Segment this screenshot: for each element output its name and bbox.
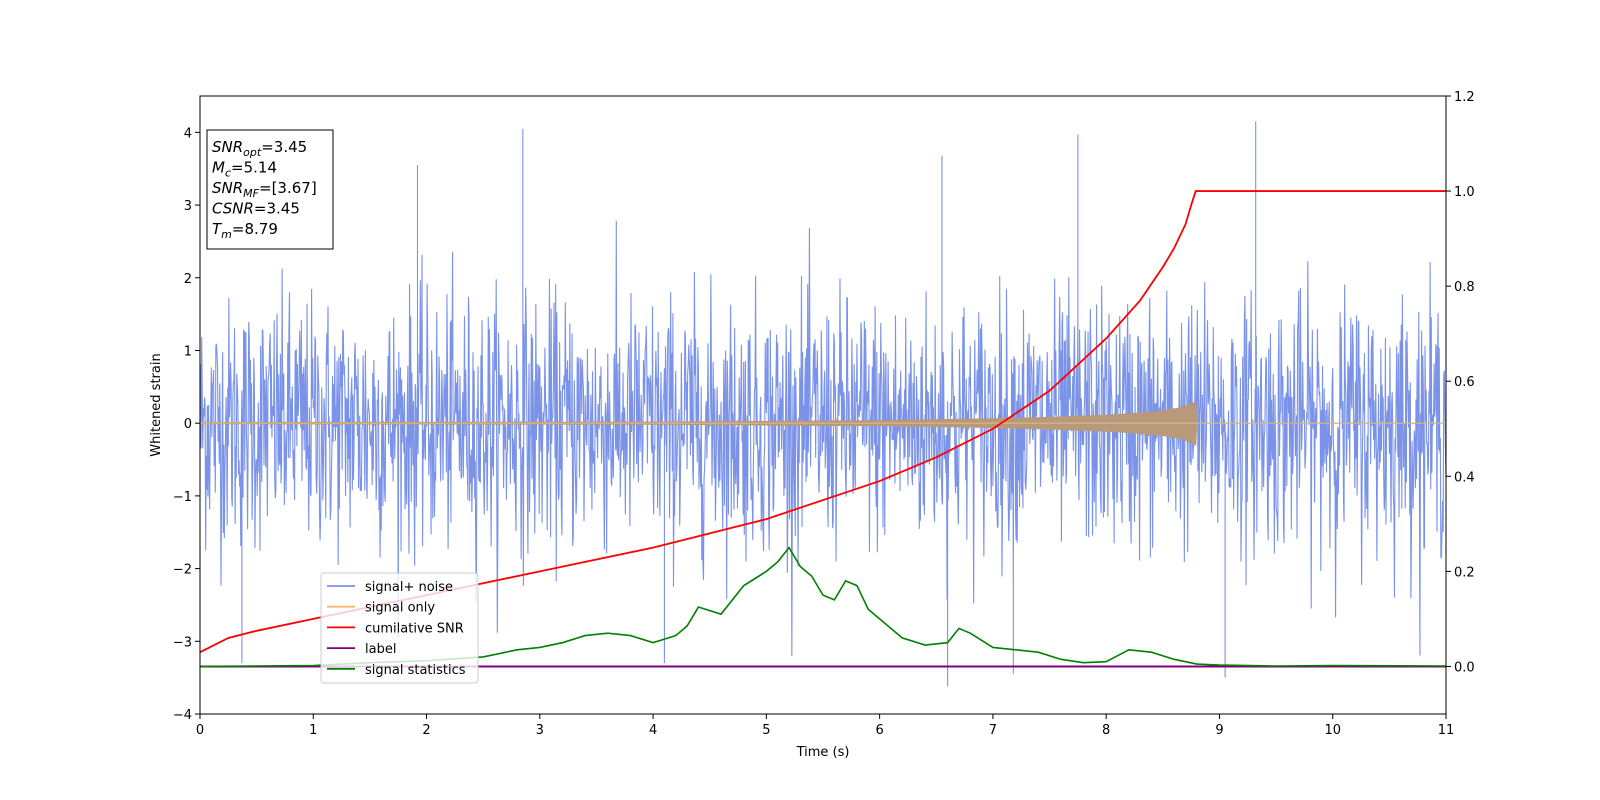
y-tick-label: 1 <box>184 344 192 359</box>
y-tick-label: −2 <box>173 563 192 578</box>
legend-label: signal only <box>365 601 435 616</box>
series-signal-statistics <box>199 546 1447 668</box>
y-right-tick-label: 0.4 <box>1454 470 1475 485</box>
y-tick-label: 2 <box>184 272 192 287</box>
legend-label: signal statistics <box>365 663 466 678</box>
series-signal-noise <box>199 121 1447 687</box>
annotation-line: SNRopt=3.45 <box>212 138 307 159</box>
annotation-line: Mc=5.14 <box>212 159 277 180</box>
annotation-line: SNRMF=[3.67] <box>212 179 317 200</box>
legend-label: cumilative SNR <box>365 621 464 636</box>
plot-frame <box>199 95 1447 715</box>
x-tick-label: 9 <box>1215 723 1223 738</box>
legend-label: label <box>365 642 396 657</box>
x-tick-label: 10 <box>1324 723 1341 738</box>
y-right-tick-label: 0.0 <box>1454 660 1475 675</box>
y-tick-label: −1 <box>173 490 192 505</box>
y-right-tick-label: 0.8 <box>1454 280 1475 295</box>
y-tick-label: 0 <box>184 417 192 432</box>
y-right-tick-label: 0.2 <box>1454 565 1475 580</box>
y-axis-label: Whitened strain <box>149 353 164 456</box>
x-tick-label: 2 <box>422 723 430 738</box>
x-tick-label: 5 <box>762 723 770 738</box>
annotation-frame <box>206 129 334 250</box>
legend: signal+ noise signal only cumilative SNR la… <box>320 572 479 684</box>
x-tick-label: 1 <box>309 723 317 738</box>
y-tick-label: −3 <box>173 635 192 650</box>
x-tick-label: 4 <box>649 723 657 738</box>
y-tick-label: −4 <box>173 708 192 723</box>
y-tick-label: 3 <box>184 199 192 214</box>
legend-frame <box>320 572 479 684</box>
x-tick-label: 0 <box>196 723 204 738</box>
x-tick-label: 11 <box>1438 723 1455 738</box>
ticks-layer: 0 1 2 3 4 5 6 7 8 9 10 11 −4 −3 −2 −1 0 1 2 3 4 0.0 0.2 0.4 0.6 0… <box>173 90 1475 738</box>
y-right-tick-label: 0.6 <box>1454 375 1475 390</box>
y-right-tick-label: 1.2 <box>1454 90 1475 105</box>
x-tick-label: 8 <box>1102 723 1110 738</box>
x-tick-label: 3 <box>536 723 544 738</box>
y-tick-label: 4 <box>184 126 192 141</box>
x-axis-label: Time (s) <box>796 745 850 760</box>
x-tick-label: 6 <box>875 723 883 738</box>
annotation-line: CSNR=3.45 <box>212 200 300 218</box>
annotation-line: Tm=8.79 <box>212 220 278 241</box>
y-right-tick-label: 1.0 <box>1454 185 1475 200</box>
legend-label: signal+ noise <box>365 580 453 595</box>
x-tick-label: 7 <box>989 723 997 738</box>
